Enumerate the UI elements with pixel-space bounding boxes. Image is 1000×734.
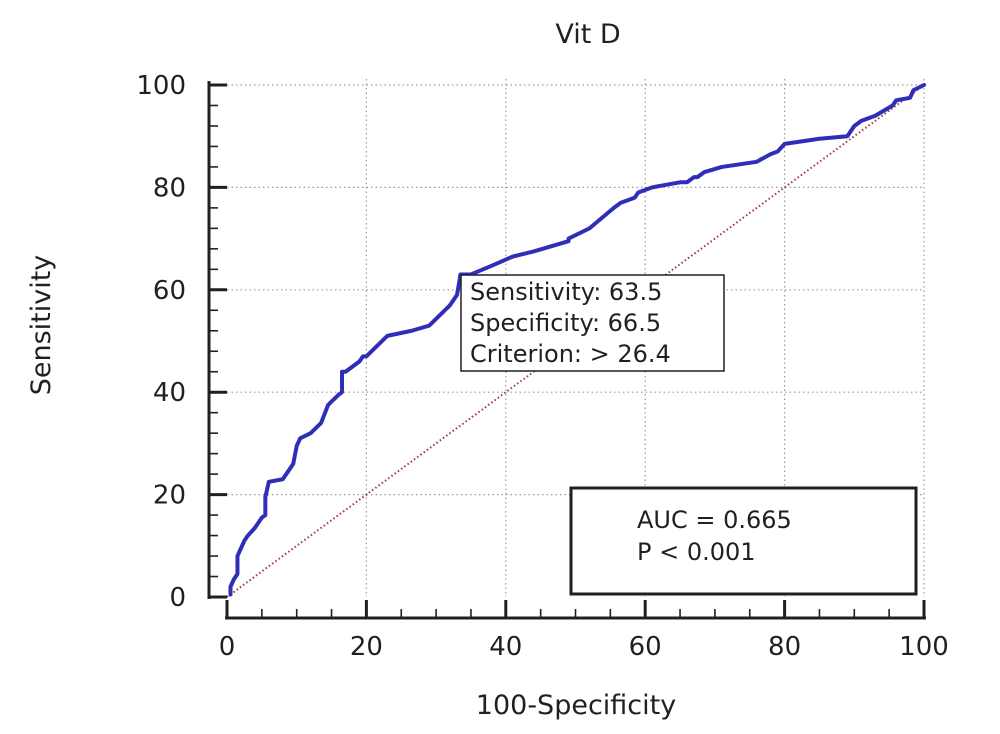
auc-annotation-box: AUC = 0.665 P < 0.001 (569, 486, 918, 596)
y-tick-label: 100 (136, 71, 186, 101)
auc-box-frame (569, 486, 918, 596)
x-axis-label: 100-Specificity (476, 690, 676, 721)
y-tick-label: 20 (153, 481, 186, 511)
x-tick-label: 100 (899, 632, 949, 662)
y-tick-label: 80 (153, 173, 186, 203)
x-tick-label: 0 (219, 632, 236, 662)
axes: 0 20 40 60 80 100 0 20 40 60 80 100 (136, 71, 948, 662)
auc-text: AUC = 0.665 (637, 506, 792, 534)
x-tick-label: 80 (768, 632, 801, 662)
x-tick-label: 20 (350, 632, 383, 662)
y-tick-label: 0 (169, 583, 186, 613)
y-axis-label: Sensitivity (26, 255, 57, 396)
criterion-annotation-box: Sensitivity: 63.5 Specificity: 66.5 Crit… (460, 274, 725, 372)
y-tick-label: 40 (153, 378, 186, 408)
criterion-specificity-text: Specificity: 66.5 (470, 309, 661, 337)
criterion-box-frame (460, 274, 725, 372)
criterion-sensitivity-text: Sensitivity: 63.5 (470, 278, 662, 306)
criterion-value-text: Criterion: > 26.4 (470, 340, 671, 368)
chart-title: Vit D (555, 19, 620, 50)
x-tick-label: 40 (489, 632, 522, 662)
y-tick-label: 60 (153, 276, 186, 306)
x-tick-label: 60 (629, 632, 662, 662)
p-value-text: P < 0.001 (637, 538, 756, 566)
